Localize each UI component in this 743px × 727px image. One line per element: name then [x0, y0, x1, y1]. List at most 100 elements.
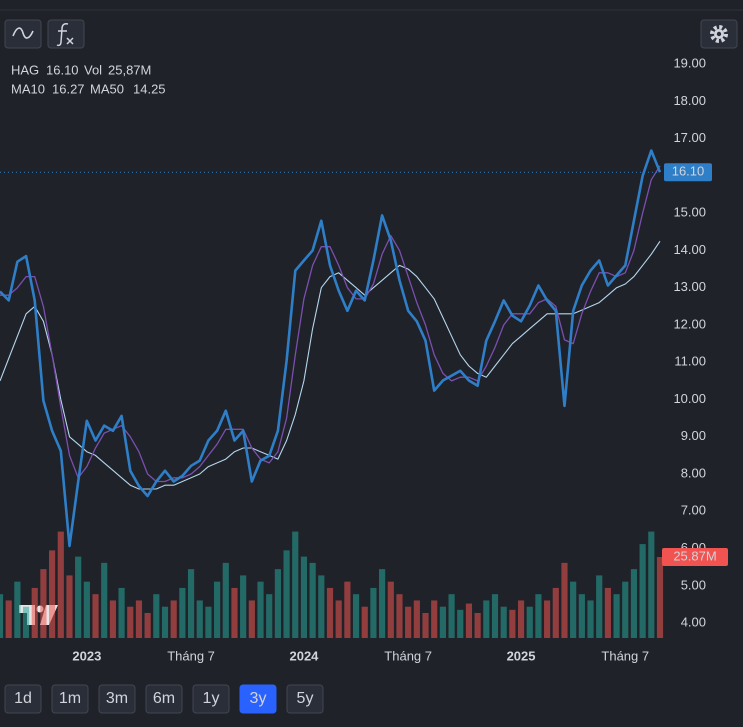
x-tick-label: 2024 [289, 648, 319, 663]
y-tick-label: 4.00 [681, 615, 706, 630]
volume-bar [535, 594, 542, 638]
volume-bar [75, 556, 82, 638]
range-button-label: 3m [106, 690, 128, 707]
toolbar-fx-button[interactable] [47, 19, 85, 49]
volume-tag [662, 548, 728, 567]
volume-bar [318, 575, 325, 638]
volume-bar [153, 594, 160, 638]
volume-bar [596, 575, 603, 638]
x-tick-label: Tháng 7 [384, 648, 432, 663]
volume-bar [14, 581, 21, 638]
volume-bar [222, 562, 229, 638]
range-button[interactable]: 3y [239, 684, 277, 714]
volume-bar [396, 594, 403, 638]
x-tick-label: Tháng 7 [601, 648, 649, 663]
y-tick-label: 11.00 [674, 354, 706, 369]
legend-value: 25,87M [108, 62, 151, 77]
y-tick-label: 17.00 [673, 130, 706, 145]
range-button-bg [145, 684, 183, 714]
volume-bar [83, 581, 90, 638]
volume-bar [109, 600, 116, 638]
volume-bar [439, 606, 446, 638]
price-line [0, 240, 661, 490]
x-tick-label: Tháng 7 [167, 648, 215, 663]
volume-bar [205, 606, 212, 638]
range-button[interactable]: 1y [192, 684, 230, 714]
volume-bar [40, 569, 47, 638]
volume-bar [170, 600, 177, 638]
volume-bar [648, 531, 655, 638]
volume-bar [517, 600, 525, 638]
y-tick-label: 19.00 [673, 56, 706, 71]
y-tick-label: 15.00 [673, 205, 706, 220]
volume-bar [474, 612, 481, 638]
volume-bar [22, 606, 30, 638]
y-tick-label: 14.00 [673, 242, 706, 257]
legend-value: 14.25 [133, 81, 166, 96]
volume-bar [544, 600, 551, 638]
x-tick-label: 2023 [72, 648, 101, 663]
price-tag-label: 16.10 [672, 164, 705, 179]
range-button[interactable]: 6m [145, 684, 183, 714]
legend-name: MA10 [11, 81, 45, 96]
y-tick-label: 10.00 [673, 391, 706, 406]
legend-name: Vol [84, 62, 102, 77]
volume-bar [509, 609, 516, 638]
volume-bar [257, 581, 264, 638]
volume-bar [344, 581, 351, 638]
volume-bar [431, 600, 438, 638]
volume-bar [135, 600, 143, 638]
y-tick-label: 8.00 [681, 465, 706, 480]
volume-bar [465, 603, 473, 638]
price-tag [664, 163, 712, 182]
volume-bar [274, 569, 281, 638]
volume-bar [387, 581, 394, 638]
volume-bar [231, 587, 238, 638]
volume-bar [292, 531, 299, 638]
range-button[interactable]: 3m [98, 684, 136, 714]
y-tick-label: 5.00 [681, 577, 706, 592]
range-button-bg [239, 684, 277, 714]
volume-bar [0, 594, 4, 638]
range-button-bg [192, 684, 230, 714]
volume-bar [335, 600, 342, 638]
range-button[interactable]: 5y [286, 684, 324, 714]
volume-bar [187, 569, 195, 638]
volume-bar [57, 531, 64, 638]
volume-bar [179, 587, 186, 638]
volume-bar [379, 569, 386, 638]
range-button[interactable]: 1m [51, 684, 89, 714]
legend: HAG 16.10 Vol 25,87M MA10 16.27 MA50 14.… [11, 62, 166, 96]
range-button[interactable]: 1d [4, 684, 42, 714]
volume-bar [309, 562, 316, 638]
volume-bar [248, 600, 255, 638]
volume-bar [300, 556, 308, 638]
volume-bar [604, 587, 611, 638]
volume-bar [92, 594, 99, 638]
volume-bar [5, 600, 12, 638]
y-tick-label: 9.00 [681, 428, 706, 443]
volume-bar [526, 606, 533, 638]
volume-bar [587, 600, 594, 638]
range-button-label: 1m [59, 690, 81, 707]
volume-bar [413, 600, 420, 638]
volume-bar [500, 606, 507, 638]
legend-name: MA50 [90, 81, 124, 96]
volume-bar [266, 594, 273, 638]
volume-bar [570, 581, 577, 638]
legend-value: 16.10 [46, 62, 79, 77]
volume-bar [326, 587, 334, 638]
volume-bar [31, 587, 38, 638]
toolbar-line-button[interactable] [4, 19, 42, 49]
volume-bar [240, 575, 247, 638]
volume-bar [630, 569, 638, 638]
y-tick-label: 13.00 [673, 279, 706, 294]
volume-bar [127, 606, 134, 638]
settings-button[interactable] [700, 19, 738, 49]
legend-name: HAG [11, 62, 39, 77]
volume-bar [483, 600, 490, 638]
volume-bar [639, 544, 646, 638]
volume-bar [422, 612, 429, 638]
range-button-bg [4, 684, 42, 714]
range-button-label: 3y [250, 690, 267, 707]
